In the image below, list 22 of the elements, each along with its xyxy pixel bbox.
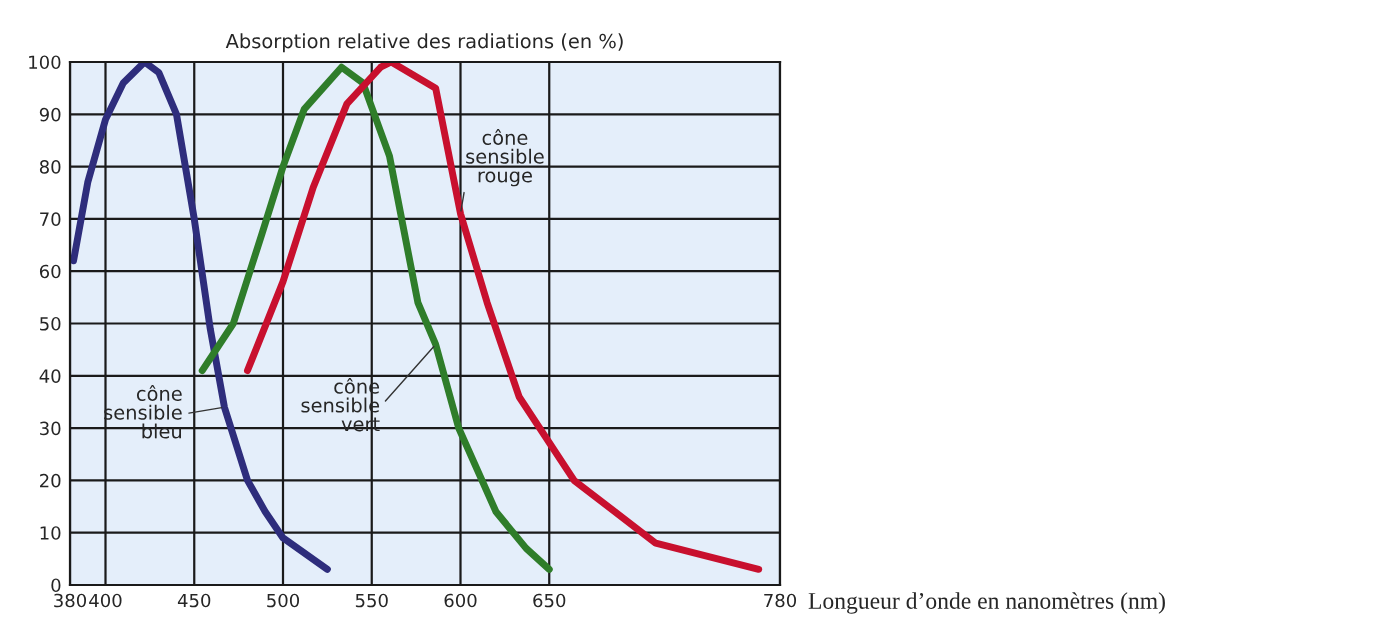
x-tick-label: 550 bbox=[355, 593, 388, 608]
chart-title: Absorption relative des radiations (en %) bbox=[225, 33, 623, 53]
y-tick-label: 100 bbox=[29, 55, 61, 70]
x-axis-title: Longueur d’onde en nanomètres (nm) bbox=[808, 592, 1165, 614]
y-tick-label: 30 bbox=[40, 421, 61, 436]
y-tick-label: 20 bbox=[40, 473, 61, 488]
y-tick-label: 80 bbox=[39, 160, 61, 174]
x-tick-label: 400 bbox=[89, 593, 122, 608]
y-tick-label: 10 bbox=[40, 526, 61, 540]
x-tick-label: 780 bbox=[764, 593, 797, 608]
y-tick-label: 90 bbox=[39, 107, 61, 122]
x-tick-label: 500 bbox=[267, 593, 300, 608]
y-tick-label: 0 bbox=[51, 578, 61, 593]
annotation: cône sensible rouge bbox=[466, 129, 544, 187]
y-tick-label: 50 bbox=[40, 316, 61, 331]
x-tick-label: 450 bbox=[177, 593, 211, 608]
x-tick-label: 600 bbox=[444, 593, 477, 608]
x-tick-label: 650 bbox=[533, 593, 566, 608]
x-tick-label: 380 bbox=[54, 593, 87, 608]
y-tick-label: 40 bbox=[39, 369, 61, 383]
y-tick-label: 70 bbox=[40, 212, 61, 227]
y-tick-label: 60 bbox=[39, 264, 61, 279]
